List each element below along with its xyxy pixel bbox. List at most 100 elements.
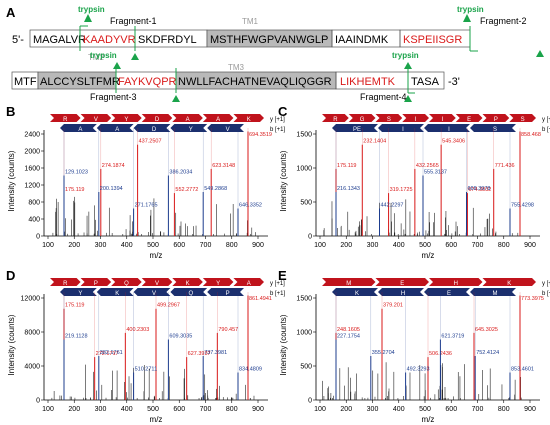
b-ion-label: 382.1761 xyxy=(100,350,123,356)
b-ion-segment xyxy=(424,124,470,132)
y-ion-letter: R xyxy=(63,117,68,123)
tm2-label: TM2 xyxy=(88,53,105,62)
x-tick-label: 400 xyxy=(121,242,133,249)
y-ion-letter: E xyxy=(400,281,404,287)
b-series-label: b [+1] xyxy=(542,127,550,133)
x-tick-label: 600 xyxy=(445,242,457,249)
b-ion-segment xyxy=(96,124,134,132)
y-ion-letter: E xyxy=(467,117,471,123)
b-ion-segment xyxy=(133,124,171,132)
y-ion-letter: I xyxy=(415,117,417,123)
y-ion-segment xyxy=(375,278,429,286)
y-tick-label: 1000 xyxy=(296,330,312,337)
b-ion-label: 355.2704 xyxy=(372,350,395,356)
y-ion-segment xyxy=(172,278,203,286)
b-series-label: b [+1] xyxy=(270,291,286,297)
b-ion-segment xyxy=(133,288,171,296)
x-axis-label: m/z xyxy=(422,415,435,424)
y-ion-letter: R xyxy=(63,281,68,287)
b-ion-letter: V xyxy=(226,127,230,133)
x-tick-label: 200 xyxy=(68,406,80,413)
y-ion-segment xyxy=(509,114,536,122)
b-ion-segment xyxy=(378,124,424,132)
fragment-1-label: Fragment-1 xyxy=(110,16,157,26)
y-ion-letter: K xyxy=(507,281,511,287)
y-ion-segment xyxy=(233,278,264,286)
b-ion-label: 609.3035 xyxy=(169,334,192,340)
trypsin-arrow-icon-2 xyxy=(463,14,471,22)
b-ion-segment xyxy=(60,288,97,296)
y-axis-label: Intensity (counts) xyxy=(7,150,16,211)
b-ion-label: 621.3719 xyxy=(441,334,464,340)
fragment-4-label: Fragment-4 xyxy=(360,92,407,102)
trypsin-label-3: trypsin xyxy=(90,51,117,60)
y-ion-segment xyxy=(202,278,234,286)
y-ion-label: 623.3148 xyxy=(212,163,235,169)
y-ion-segment xyxy=(141,278,173,286)
b-ion-letter: A xyxy=(115,127,119,133)
b-ion-label: 752.4124 xyxy=(476,350,499,356)
cleavage-arrow-icon-4 xyxy=(404,95,412,102)
y-ion-letter: V xyxy=(155,281,159,287)
x-tick-label: 300 xyxy=(367,406,379,413)
trypsin-label-2: trypsin xyxy=(457,5,484,14)
b-ion-segment xyxy=(60,124,97,132)
cleavage-arrow-icon-1 xyxy=(131,53,139,60)
y-ion-label: 319.1725 xyxy=(390,187,413,193)
row1-seg-4: MSTHFWGPVANWGLP xyxy=(210,34,328,46)
y-ion-label: 432.2565 xyxy=(416,163,439,169)
x-tick-label: 800 xyxy=(498,406,510,413)
x-tick-label: 600 xyxy=(173,406,185,413)
y-ion-segment xyxy=(50,278,81,286)
b-ion-segment xyxy=(424,288,470,296)
x-tick-label: 200 xyxy=(68,242,80,249)
y-ion-label: 175.119 xyxy=(65,187,84,193)
x-tick-label: 800 xyxy=(498,242,510,249)
b-ion-label: 737.3981 xyxy=(204,350,227,356)
trypsin-arrow-icon-3 xyxy=(113,62,121,69)
y-tick-label: 400 xyxy=(28,217,40,224)
row1-seg-2: KAADYVR xyxy=(83,34,136,46)
y-tick-label: 0 xyxy=(36,234,40,241)
y-ion-label: 645.3025 xyxy=(475,327,498,333)
b-ion-letter: K xyxy=(115,291,119,297)
row1-seg-3: SKDFRDYL xyxy=(138,34,197,46)
b-ion-segment xyxy=(207,124,244,132)
y-axis-label: Intensity (counts) xyxy=(7,314,16,375)
y-tick-label: 500 xyxy=(300,364,312,371)
y-tick-label: 12000 xyxy=(21,296,41,303)
b-ion-segment xyxy=(207,288,244,296)
y-ion-segment xyxy=(482,278,536,286)
x-tick-label: 700 xyxy=(472,242,484,249)
row1-seg-5: IAAINDMK xyxy=(335,34,389,46)
y-tick-label: 1500 xyxy=(296,296,312,303)
y-ion-label: 437.2507 xyxy=(139,139,162,145)
x-tick-label: 800 xyxy=(226,406,238,413)
y-ion-label: 674.3832 xyxy=(468,187,491,193)
x-tick-label: 900 xyxy=(252,242,264,249)
panel-letter: B xyxy=(6,104,15,119)
y-ion-segment xyxy=(402,114,429,122)
b-ion-label: 216.1343 xyxy=(337,186,360,192)
panel-a-letter: A xyxy=(6,5,16,20)
b-ion-label: 442.2297 xyxy=(381,203,404,209)
b-ion-label: 549.2868 xyxy=(204,186,227,192)
b-ion-letter: H xyxy=(401,291,405,297)
b-ion-label: 646.3352 xyxy=(239,203,262,209)
b-ion-letter: M xyxy=(493,291,498,297)
row1-seg-1: MAGALVR xyxy=(33,34,86,46)
b-ion-label: 271.1765 xyxy=(135,203,158,209)
tm1-label: TM1 xyxy=(242,17,259,26)
x-tick-label: 100 xyxy=(42,242,54,249)
y-tick-label: 2400 xyxy=(24,132,40,139)
x-tick-label: 900 xyxy=(524,406,536,413)
b-series-label: b [+1] xyxy=(270,127,286,133)
y-ion-label: 248.1605 xyxy=(337,327,360,333)
y-tick-label: 800 xyxy=(28,200,40,207)
y-ion-segment xyxy=(322,114,349,122)
b-ion-letter: I xyxy=(448,127,450,133)
y-ion-label: 175.119 xyxy=(337,163,356,169)
row2-seg-1: MTF xyxy=(14,76,37,88)
